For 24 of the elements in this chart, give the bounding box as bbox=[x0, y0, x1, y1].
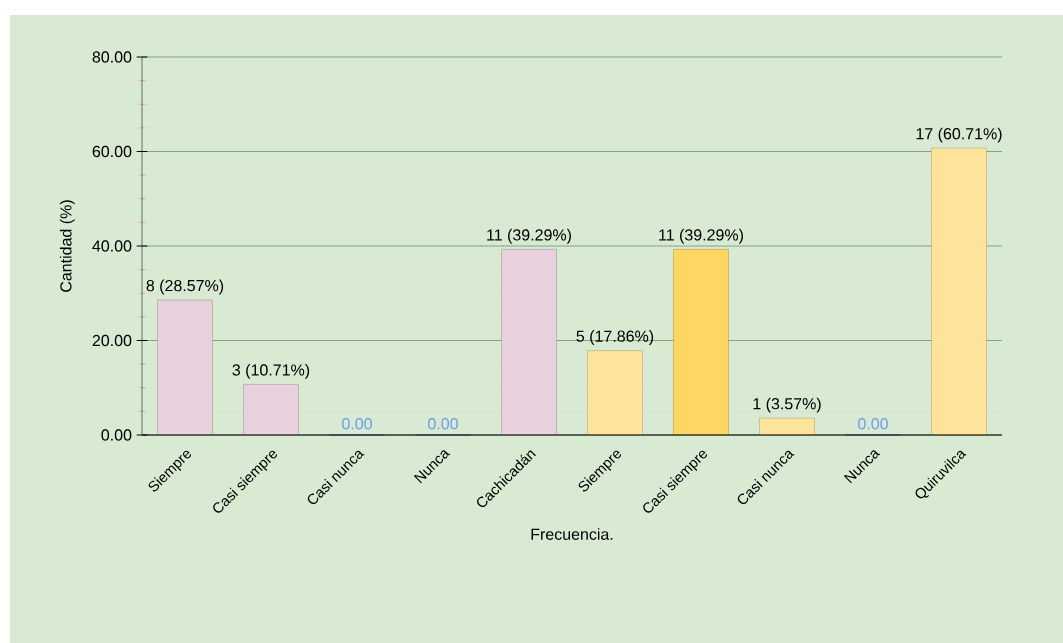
data-label: 0.00 bbox=[342, 418, 372, 430]
data-label: 11 (39.29%) bbox=[659, 228, 743, 244]
bar bbox=[673, 249, 729, 436]
bar bbox=[759, 417, 815, 436]
x-axis-title: Frecuencia. bbox=[531, 528, 613, 540]
data-label: 0.00 bbox=[858, 418, 888, 430]
y-axis-title: Cantidad (%) bbox=[59, 200, 75, 292]
bar bbox=[501, 249, 557, 436]
y-tick-label: 80.00 bbox=[92, 51, 132, 63]
bar bbox=[243, 384, 299, 436]
data-label: 1 (3.57%) bbox=[753, 397, 821, 413]
data-label: 8 (28.57%) bbox=[146, 279, 224, 295]
data-label: 11 (39.29%) bbox=[487, 228, 571, 244]
y-tick-label: 20.00 bbox=[92, 334, 132, 347]
data-label: 17 (60.71%) bbox=[916, 127, 1002, 143]
data-label: 3 (10.71%) bbox=[232, 363, 310, 379]
bar bbox=[931, 147, 987, 436]
y-tick-label: 60.00 bbox=[92, 145, 132, 158]
y-tick-label: 40.00 bbox=[92, 240, 132, 252]
data-label: 5 (17.86%) bbox=[576, 330, 654, 345]
bar bbox=[157, 299, 213, 436]
bar bbox=[587, 350, 643, 436]
data-label: 0.00 bbox=[428, 418, 458, 430]
y-tick-label: 0.00 bbox=[101, 429, 132, 441]
